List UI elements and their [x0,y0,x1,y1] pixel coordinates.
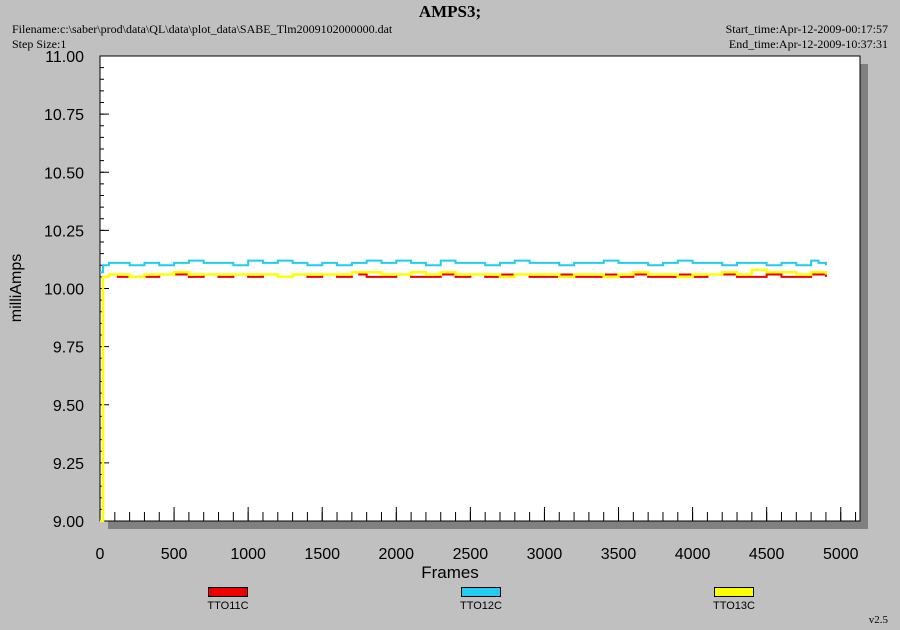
plot-area [99,55,861,522]
legend-label-tto11c: TTO11C [207,600,249,612]
x-tick-label: 500 [161,546,188,563]
version-label: v2.5 [868,614,888,626]
y-tick-label: 9.75 [53,340,84,357]
x-tick-label: 1000 [230,546,266,563]
x-tick-label: 4500 [749,546,785,563]
y-tick-label: 9.25 [53,456,84,473]
legend-swatch-tto12c [461,587,501,597]
y-tick-label: 10.25 [44,223,84,240]
x-tick-label: 3000 [527,546,563,563]
x-tick-label: 1500 [304,546,340,563]
step-size-label: Step Size:1 [12,37,67,51]
legend-swatch-tto13c [714,587,754,597]
series-line-tto13c [100,268,828,523]
x-tick-label: 0 [96,546,105,563]
filename-label: Filename:c:\saber\prod\data\QL\data\plot… [12,22,393,36]
y-tick-label: 11.00 [45,49,84,66]
y-tick-label: 10.00 [44,282,84,299]
y-tick-label: 9.50 [53,398,84,415]
legend-label-tto13c: TTO13C [713,600,755,612]
y-tick-label: 10.75 [44,107,84,124]
chart-title: AMPS3; [418,2,482,21]
y-axis-label: milliAmps [8,253,25,323]
x-tick-label: 4000 [675,546,711,563]
end-time-label: End_time:Apr-12-2009-10:37:31 [728,37,888,51]
x-tick-label: 5000 [823,546,859,563]
x-tick-label: 3500 [601,546,637,563]
y-tick-label: 9.00 [53,514,84,531]
legend-label-tto12c: TTO12C [460,600,502,612]
start-time-label: Start_time:Apr-12-2009-00:17:57 [725,22,888,36]
x-tick-label: 2500 [453,546,489,563]
legend-swatch-tto11c [208,587,248,597]
series-line-tto12c [100,259,827,274]
x-axis-label: Frames [421,563,479,582]
x-tick-label: 2000 [378,546,414,563]
y-tick-label: 10.50 [44,165,84,182]
